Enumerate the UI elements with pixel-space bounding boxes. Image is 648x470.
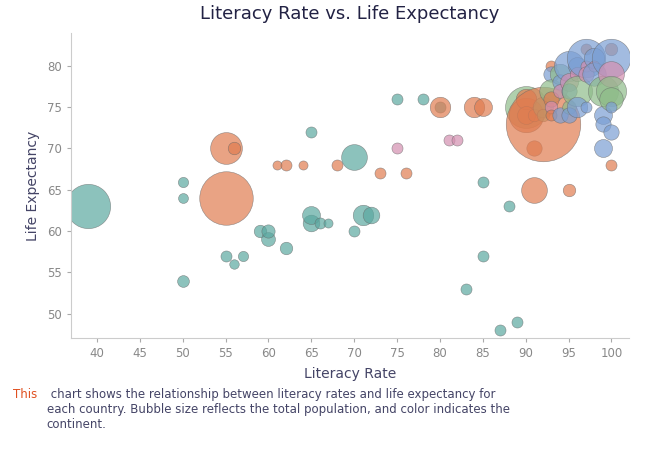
Point: [281, 244, 291, 251]
Point: [495, 326, 505, 334]
Point: [572, 62, 583, 70]
Point: [538, 112, 548, 119]
Point: [563, 78, 573, 86]
Point: [597, 112, 608, 119]
Point: [220, 194, 231, 202]
Point: [597, 120, 608, 127]
Point: [306, 219, 316, 227]
Point: [315, 219, 325, 227]
Point: [469, 103, 480, 111]
Point: [272, 161, 283, 169]
Point: [607, 95, 617, 103]
Point: [452, 136, 462, 144]
Point: [563, 112, 573, 119]
Point: [607, 70, 617, 78]
Point: [581, 70, 591, 78]
Point: [581, 54, 591, 62]
Point: [297, 161, 308, 169]
Point: [607, 54, 617, 62]
Point: [323, 219, 334, 227]
Point: [538, 120, 548, 127]
Point: [349, 153, 360, 161]
Text: chart shows the relationship between literacy rates and life expectancy for
each: chart shows the relationship between lit…: [47, 388, 510, 431]
Point: [263, 235, 273, 243]
Point: [546, 62, 557, 70]
Point: [375, 170, 385, 177]
Point: [178, 277, 188, 284]
Point: [581, 46, 591, 53]
Point: [529, 145, 539, 152]
Point: [229, 260, 239, 268]
Point: [478, 178, 488, 185]
Point: [520, 103, 531, 111]
Point: [607, 161, 617, 169]
Point: [555, 78, 565, 86]
Point: [597, 87, 608, 94]
Point: [306, 128, 316, 136]
Point: [555, 112, 565, 119]
Point: [538, 103, 548, 111]
Point: [546, 70, 557, 78]
Point: [238, 252, 248, 259]
Point: [607, 46, 617, 53]
Point: [332, 161, 342, 169]
Point: [563, 87, 573, 94]
Title: Literacy Rate vs. Life Expectancy: Literacy Rate vs. Life Expectancy: [200, 5, 500, 23]
Point: [281, 161, 291, 169]
Point: [478, 252, 488, 259]
Point: [392, 145, 402, 152]
Point: [581, 103, 591, 111]
Point: [555, 70, 565, 78]
Point: [529, 112, 539, 119]
Point: [178, 194, 188, 202]
Point: [563, 186, 573, 194]
Point: [520, 112, 531, 119]
Point: [263, 227, 273, 235]
Point: [178, 178, 188, 185]
Point: [503, 203, 514, 210]
Point: [529, 186, 539, 194]
Point: [555, 87, 565, 94]
Point: [255, 227, 265, 235]
Point: [358, 211, 368, 218]
Point: [220, 145, 231, 152]
Point: [563, 62, 573, 70]
Point: [607, 87, 617, 94]
Point: [572, 87, 583, 94]
Point: [520, 95, 531, 103]
Point: [520, 112, 531, 119]
Point: [443, 136, 454, 144]
Point: [546, 112, 557, 119]
X-axis label: Literacy Rate: Literacy Rate: [304, 368, 396, 381]
Point: [572, 70, 583, 78]
Point: [546, 87, 557, 94]
Point: [607, 103, 617, 111]
Point: [546, 95, 557, 103]
Point: [220, 252, 231, 259]
Point: [589, 70, 599, 78]
Text: This: This: [13, 388, 37, 401]
Point: [349, 227, 360, 235]
Point: [478, 103, 488, 111]
Point: [546, 103, 557, 111]
Point: [306, 211, 316, 218]
Point: [597, 145, 608, 152]
Point: [83, 203, 93, 210]
Point: [400, 170, 411, 177]
Point: [589, 62, 599, 70]
Point: [229, 145, 239, 152]
Point: [512, 318, 522, 326]
Point: [589, 54, 599, 62]
Point: [435, 103, 445, 111]
Y-axis label: Life Expectancy: Life Expectancy: [27, 131, 40, 241]
Point: [461, 285, 471, 293]
Point: [581, 62, 591, 70]
Point: [607, 128, 617, 136]
Point: [435, 103, 445, 111]
Point: [563, 103, 573, 111]
Point: [392, 95, 402, 103]
Point: [366, 211, 376, 218]
Point: [417, 95, 428, 103]
Point: [572, 103, 583, 111]
